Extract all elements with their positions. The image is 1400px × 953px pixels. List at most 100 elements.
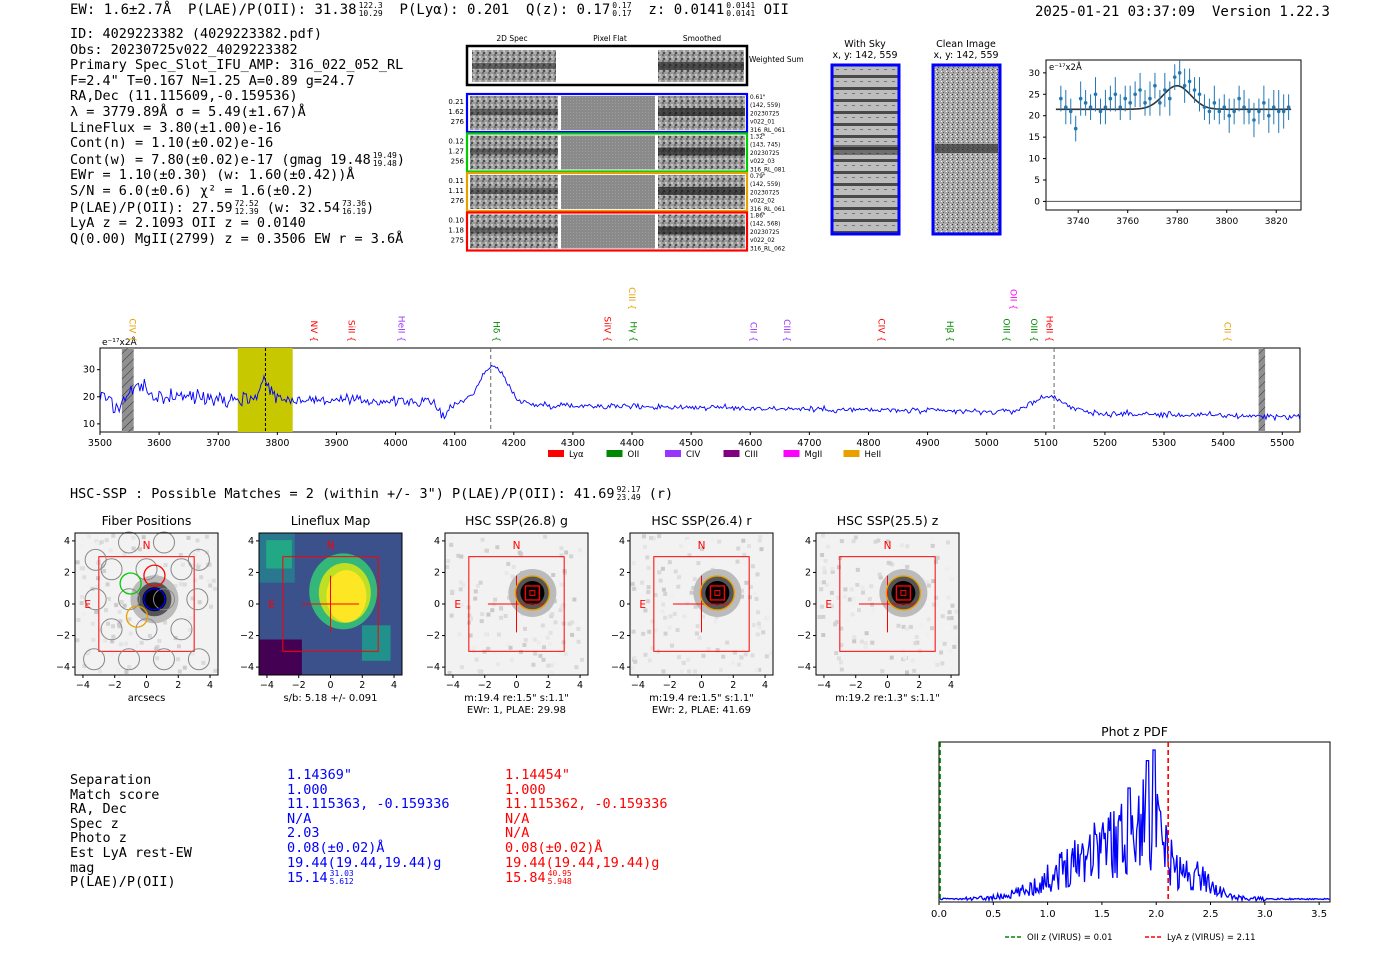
cutout-xtick-label: 4 (948, 680, 954, 691)
cutout-title: Lineflux Map (291, 513, 371, 528)
match1-separation: 1.14369" (287, 767, 353, 783)
with-sky-title: With Sky (844, 39, 886, 50)
spectrum-xtick-label: 4500 (679, 438, 703, 449)
spec-row-flat (561, 135, 655, 170)
spectrum-xtick-label: 3900 (324, 438, 348, 449)
data-point (1059, 96, 1063, 101)
svg-text:OIII {: OIII { (1028, 318, 1038, 342)
cutout-ytick-label: 4 (64, 536, 70, 547)
spectrum-xtick-label: 3700 (206, 438, 230, 449)
data-point (1281, 109, 1286, 114)
pdf-xtick-label: 1.5 (1094, 909, 1110, 920)
fiber-circle (83, 648, 106, 671)
aperture-box (468, 556, 565, 652)
data-point (1163, 88, 1167, 92)
cutout-caption-2: EWr: 2, PLAE: 41.69 (652, 705, 751, 716)
data-point (1217, 109, 1222, 114)
cutout-caption: arcsecs (128, 693, 166, 704)
cutout-ytick-label: −4 (426, 662, 440, 673)
cutout-ytick-label: −2 (797, 631, 811, 642)
data-point (1138, 88, 1142, 92)
svg-text:HeII: HeII (865, 450, 882, 460)
counterpart-marker (524, 585, 541, 601)
emission-line-label: Hγ { (627, 321, 637, 342)
data-point (1078, 96, 1083, 101)
compass-east: E (268, 599, 275, 611)
match2-plae: 15.84 40.95 5.948 (505, 869, 572, 887)
svg-text:Hδ {: Hδ { (491, 321, 501, 342)
zoom-unit-label: e⁻¹⁷x2Å (1049, 61, 1082, 73)
svg-text:CII {: CII { (747, 322, 757, 342)
emission-line-label: SiIV { (601, 316, 611, 342)
data-point (1103, 105, 1108, 109)
spec-row-stat: 0.10 (448, 217, 464, 225)
emission-line-label: CIV { (127, 318, 137, 342)
spec-row-frame (465, 211, 749, 252)
data-point (1128, 101, 1132, 105)
svg-text:HeII {: HeII { (396, 316, 406, 342)
spec-row-stat: 0.11 (448, 177, 464, 185)
compass-north: N (327, 540, 335, 552)
spectrum-xtick-label: 5500 (1270, 438, 1294, 449)
match1-score: 1.000 (287, 781, 328, 798)
emission-line-label: CII { (1221, 322, 1231, 342)
spec-row-flat (561, 175, 655, 209)
label-match-score: Match score (70, 786, 160, 803)
pdf-xtick-label: 3.5 (1311, 909, 1327, 920)
emission-line-label: OIII { (1000, 318, 1010, 342)
info-plae: P(LAE)/P(OII): 27.59 72.52 12.39 (w: 32.54… (70, 198, 375, 216)
data-point (1083, 101, 1088, 105)
aperture-box (98, 556, 195, 652)
spec-row-note: 0.79" (750, 174, 766, 180)
counterpart-marker (895, 585, 912, 601)
spec-row-stat: 276 (451, 197, 465, 205)
cutout-panel: Lineflux Map N E −4 −4 −2 −2 0 0 2 2 4 4 s/b: 5.18 +/… (240, 513, 403, 704)
data-point (1262, 101, 1266, 105)
cutout-xtick-label: 4 (207, 680, 213, 691)
cutout-xtick-label: 4 (391, 680, 397, 691)
compass-east: E (639, 599, 646, 611)
compass-north: N (143, 540, 151, 552)
data-point (1247, 109, 1251, 114)
spectrum-xtick-label: 3800 (265, 438, 289, 449)
cutout-xtick-label: 0 (143, 680, 149, 691)
info-sn: S/N = 6.0(±0.6) χ² = 1.6(±0.2) (70, 182, 314, 199)
cutout-xtick-label: −4 (260, 680, 274, 691)
spectrum-xtick-label: 5200 (1093, 438, 1117, 449)
data-point (1197, 92, 1202, 97)
emission-line-label: SiII { (345, 320, 355, 342)
data-point (1267, 113, 1271, 118)
pdf-xtick-label: 2.5 (1203, 909, 1219, 920)
pdf-axes (938, 741, 1331, 903)
svg-text:OII {: OII { (1007, 289, 1017, 310)
match-2-values: 1.14454" 1.000 11.115362, -0.159336 N/A … (505, 768, 668, 886)
header-z: z: 0.0141 (648, 2, 725, 18)
spectrum-legend-item: CIII (723, 450, 758, 460)
data-point (1068, 109, 1073, 114)
data-point (1113, 92, 1118, 97)
cutout-ytick-label: 2 (248, 567, 254, 578)
pdf-xtick-label: 1.0 (1040, 909, 1056, 920)
fiber-circle (84, 588, 107, 611)
spectrum-ytick-label: 30 (83, 365, 95, 376)
zoom-ytick-label: 15 (1029, 133, 1040, 143)
emission-line-label: CIII { (781, 319, 791, 342)
counterpart-ellipse (699, 575, 736, 611)
zoom-ytick-label: 5 (1034, 176, 1040, 186)
spec-row-note: 1.86" (750, 214, 766, 220)
counterpart-ellipse (885, 575, 922, 611)
match1-plae: 15.14 31.03 5.612 (287, 869, 354, 887)
svg-text:OIII {: OIII { (1000, 318, 1010, 342)
svg-text:OII: OII (628, 450, 640, 460)
emission-line-label: CIV { (876, 318, 886, 342)
data-point (1093, 92, 1098, 97)
spectrum-xtick-label: 3600 (147, 438, 171, 449)
info-primary: Primary Spec_Slot_IFU_AMP: 316_022_052_R… (70, 57, 404, 74)
fiber-circle (118, 531, 141, 554)
header-timestamp: 2025-01-21 03:37:09 Version 1.22.3 (1035, 4, 1330, 20)
fiber-circle (118, 648, 141, 671)
match2-score: 1.000 (505, 781, 546, 798)
compass-north: N (698, 540, 706, 552)
spectrum-line (99, 364, 1301, 422)
data-point (1108, 96, 1113, 101)
